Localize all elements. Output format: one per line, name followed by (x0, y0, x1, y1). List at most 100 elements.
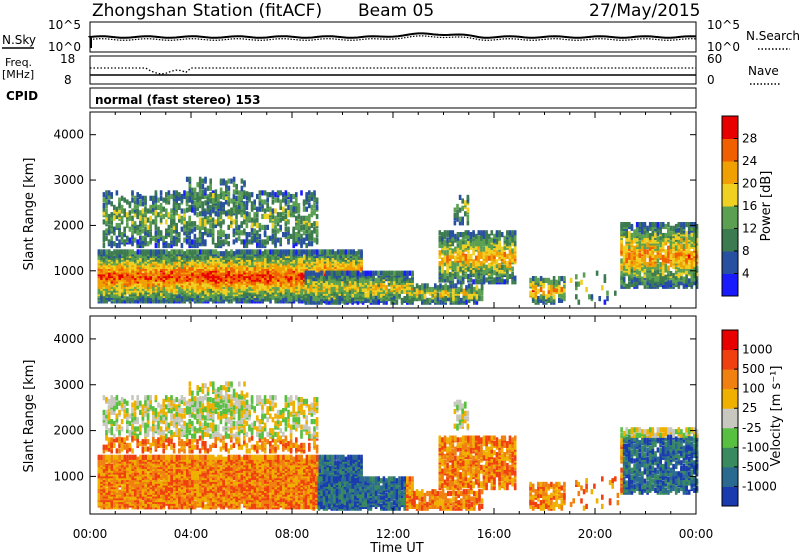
heatmap-cell (113, 249, 116, 254)
heatmap-cell (501, 265, 504, 270)
heatmap-cell (134, 221, 137, 226)
heatmap-cell (313, 227, 316, 232)
heatmap-cell (277, 249, 280, 254)
heatmap-cell (506, 254, 509, 259)
heatmap-cell (416, 283, 419, 288)
heatmap-cell (331, 271, 334, 276)
heatmap-cell (209, 228, 212, 233)
heatmap-cell (459, 195, 462, 200)
heatmap-cell (183, 190, 186, 195)
heatmap-cell (134, 251, 137, 256)
heatmap-cell (209, 198, 212, 203)
heatmap-cell (113, 216, 116, 221)
heatmap-cell (251, 201, 254, 206)
heatmap-cell (339, 249, 342, 254)
heatmap-cell (199, 177, 202, 182)
heatmap-cell (168, 251, 171, 256)
heatmap-cell (555, 280, 558, 285)
heatmap-cell (233, 239, 236, 244)
heatmap-cell (142, 218, 145, 223)
heatmap-cell (439, 236, 442, 241)
heatmap-cell (316, 205, 319, 210)
heatmap-cell (235, 196, 238, 201)
heatmap-cell (325, 289, 328, 294)
heatmap-cell (266, 203, 269, 208)
heatmap-cell (313, 208, 316, 213)
nsky-label: N.Sky (2, 33, 36, 47)
heatmap-cell (142, 208, 145, 213)
heatmap-cell (303, 230, 306, 235)
heatmap-cell (204, 227, 207, 232)
heatmap-cell (333, 271, 336, 276)
heatmap-cell (375, 285, 378, 290)
heatmap-cell (170, 228, 173, 233)
heatmap-cell (279, 199, 282, 204)
heatmap-cell (178, 249, 181, 254)
heatmap-cell (488, 256, 491, 261)
heatmap-cell (303, 207, 306, 212)
heatmap-cell (467, 267, 470, 272)
heatmap-cell (465, 239, 468, 244)
heatmap-cell (416, 289, 419, 294)
heatmap-cell (336, 271, 339, 276)
heatmap-cell (462, 232, 465, 237)
heatmap-cell (439, 300, 442, 305)
heatmap-cell (207, 186, 210, 191)
heatmap-cell (202, 262, 205, 267)
heatmap-cell (470, 277, 473, 282)
heatmap-cell (147, 241, 150, 246)
heatmap-cell (233, 182, 236, 187)
heatmap-cell (558, 298, 561, 303)
heatmap-cell (181, 243, 184, 248)
heatmap-cell (191, 228, 194, 233)
heatmap-cell (152, 219, 155, 224)
heatmap-cell (274, 216, 277, 221)
heatmap-cell (303, 238, 306, 243)
heatmap-cell (532, 292, 535, 297)
heatmap-cell (310, 296, 313, 301)
heatmap-cell (437, 285, 440, 290)
heatmap-cell (194, 193, 197, 198)
heatmap-cell (235, 184, 238, 189)
heatmap-cell (227, 241, 230, 246)
heatmap-cell (540, 276, 543, 281)
heatmap-cell (188, 196, 191, 201)
heatmap-cell (472, 230, 475, 235)
heatmap-cell (406, 271, 409, 276)
heatmap-cell (483, 247, 486, 252)
heatmap-cell (290, 234, 293, 239)
heatmap-cell (370, 282, 373, 287)
heatmap-cell (131, 249, 134, 254)
heatmap-cell (189, 249, 192, 254)
heatmap-cell (246, 232, 249, 237)
heatmap-cell (472, 279, 475, 284)
heatmap-cell (259, 190, 262, 195)
heatmap-cell (316, 238, 319, 243)
heatmap-cell (282, 232, 285, 237)
heatmap-cell (253, 199, 256, 204)
heatmap-cell (318, 272, 321, 277)
heatmap-cell (246, 223, 249, 228)
heatmap-cell (367, 271, 370, 276)
heatmap-cell (246, 211, 249, 216)
heatmap-cell (230, 179, 233, 184)
heatmap-cell (202, 179, 205, 184)
heatmap-cell (411, 271, 414, 276)
heatmap-cell (243, 249, 246, 254)
heatmap-cell (540, 294, 543, 299)
heatmap-cell (396, 300, 399, 305)
heatmap-cell (246, 205, 249, 210)
heatmap-cell (347, 249, 350, 254)
heatmap-cell (285, 249, 288, 254)
heatmap-cell (251, 192, 254, 197)
heatmap-cell (220, 239, 223, 244)
heatmap-cell (274, 249, 277, 254)
heatmap-cell (355, 251, 358, 256)
heatmap-cell (311, 249, 314, 254)
heatmap-cell (266, 225, 269, 230)
heatmap-cell (300, 216, 303, 221)
heatmap-cell (199, 218, 202, 223)
heatmap-cell (178, 232, 181, 237)
heatmap-cell (126, 199, 129, 204)
heatmap-cell (149, 238, 152, 243)
